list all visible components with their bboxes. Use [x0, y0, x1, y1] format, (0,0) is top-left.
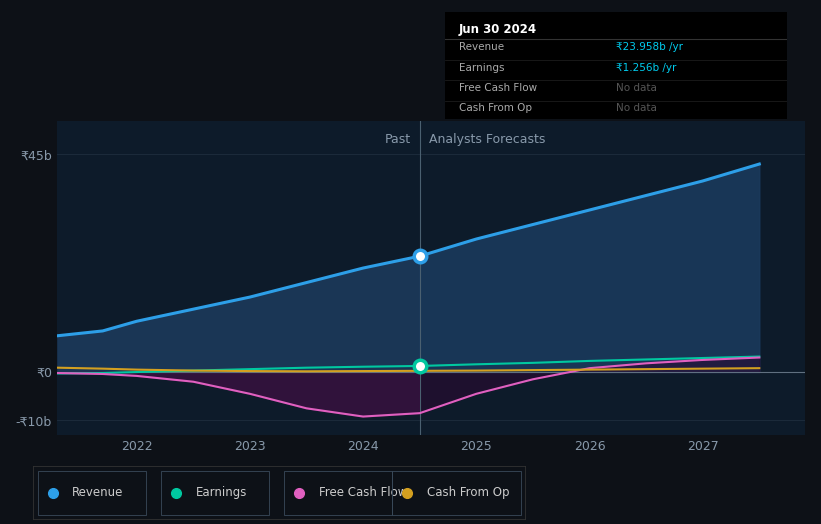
- Text: No data: No data: [616, 83, 657, 93]
- Text: Revenue: Revenue: [72, 486, 124, 499]
- Text: Jun 30 2024: Jun 30 2024: [459, 23, 537, 36]
- Text: Past: Past: [384, 133, 410, 146]
- Text: No data: No data: [616, 103, 657, 113]
- Text: Revenue: Revenue: [459, 42, 504, 52]
- Text: ₹1.256b /yr: ₹1.256b /yr: [616, 62, 677, 72]
- Text: ₹23.958b /yr: ₹23.958b /yr: [616, 42, 683, 52]
- Text: Free Cash Flow: Free Cash Flow: [459, 83, 537, 93]
- Text: Analysts Forecasts: Analysts Forecasts: [429, 133, 545, 146]
- Text: Earnings: Earnings: [459, 62, 504, 72]
- Text: Earnings: Earnings: [195, 486, 247, 499]
- Text: Cash From Op: Cash From Op: [459, 103, 532, 113]
- Text: Cash From Op: Cash From Op: [427, 486, 509, 499]
- Text: Free Cash Flow: Free Cash Flow: [319, 486, 407, 499]
